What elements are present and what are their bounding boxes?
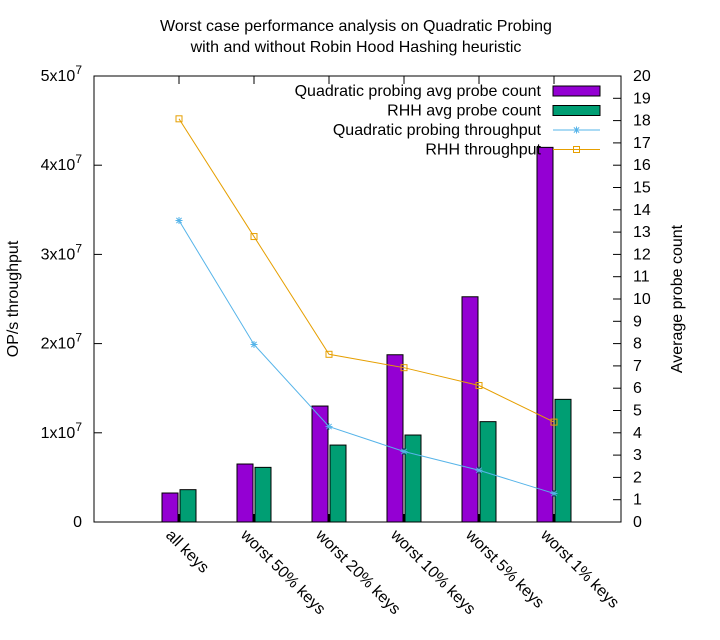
y2-tick-label-5: 5 xyxy=(633,403,642,420)
y2-tick-label-4: 4 xyxy=(633,425,642,442)
x-tick-label-4: worst 5% keys xyxy=(461,526,547,612)
lines-layer xyxy=(175,115,558,497)
y2-tick-label-11: 11 xyxy=(633,269,650,286)
y2-tick-label-16: 16 xyxy=(633,157,651,174)
point-rhh-throughput-3 xyxy=(400,364,408,372)
bar-quadratic-probing-avg-probe-count-3 xyxy=(386,354,404,523)
y-tick-label-1: 1x107 xyxy=(41,420,83,442)
y2-tick-label-15: 15 xyxy=(633,180,651,197)
bar-quadratic-probing-avg-probe-count-1 xyxy=(236,463,254,523)
point-quadratic-probing-throughput-5 xyxy=(550,489,558,497)
bar-rhh-avg-probe-count-0 xyxy=(179,489,197,523)
bar-quadratic-probing-avg-probe-count-0 xyxy=(161,492,179,523)
y2-tick-label-8: 8 xyxy=(633,336,642,353)
bar-quadratic-probing-avg-probe-count-5 xyxy=(536,146,554,523)
y2-tick-label-13: 13 xyxy=(633,224,651,241)
x-tick-label-5: worst 1% keys xyxy=(536,526,622,612)
bar-rhh-avg-probe-count-3 xyxy=(404,434,422,523)
point-rhh-throughput-0 xyxy=(175,115,183,123)
legend-swatch-quadratic-probing-avg-probe-count xyxy=(552,85,601,97)
legend-label-quadratic-probing-throughput: Quadratic probing throughput xyxy=(333,122,542,139)
axes-layer: 01x1072x1073x1074x1075x10701234567891011… xyxy=(41,63,651,618)
bars-layer xyxy=(161,146,572,523)
y2-tick-label-10: 10 xyxy=(633,291,651,308)
point-rhh-throughput-5 xyxy=(550,418,558,426)
chart-title-line2: with and without Robin Hood Hashing heur… xyxy=(190,39,522,56)
legend-label-rhh-throughput: RHH throughput xyxy=(425,142,541,159)
y2-tick-label-7: 7 xyxy=(633,358,642,375)
chart-title-line1: Worst case performance analysis on Quadr… xyxy=(160,18,552,35)
y-axis-label: OP/s throughput xyxy=(5,240,22,357)
y2-tick-label-3: 3 xyxy=(633,447,642,464)
y2-tick-label-9: 9 xyxy=(633,313,642,330)
y2-tick-label-17: 17 xyxy=(633,135,651,152)
y2-tick-label-18: 18 xyxy=(633,113,651,130)
y2-tick-label-14: 14 xyxy=(633,202,651,219)
bar-rhh-avg-probe-count-2 xyxy=(329,444,347,523)
point-quadratic-probing-throughput-2 xyxy=(325,423,333,431)
x-tick-label-0: all keys xyxy=(162,527,212,577)
point-rhh-throughput-1 xyxy=(250,233,258,241)
y2-tick-label-12: 12 xyxy=(633,246,651,263)
y-tick-label-2: 2x107 xyxy=(41,331,83,353)
line-rhh-throughput xyxy=(178,118,555,423)
legend-swatch-rhh-avg-probe-count xyxy=(552,105,601,116)
y2-axis-label: Average probe count xyxy=(669,224,686,373)
point-rhh-throughput-4 xyxy=(475,382,483,390)
legend-label-rhh-avg-probe-count: RHH avg probe count xyxy=(387,103,541,120)
point-quadratic-probing-throughput-1 xyxy=(250,340,258,348)
y2-tick-label-0: 0 xyxy=(633,514,642,531)
point-rhh-throughput-2 xyxy=(325,350,333,358)
y-tick-label-5: 5x107 xyxy=(41,63,83,85)
y2-tick-label-19: 19 xyxy=(633,90,651,107)
point-quadratic-probing-throughput-0 xyxy=(175,217,183,225)
y2-tick-label-20: 20 xyxy=(633,68,651,85)
y2-tick-label-6: 6 xyxy=(633,380,642,397)
point-quadratic-probing-throughput-4 xyxy=(475,466,483,474)
y-tick-label-4: 4x107 xyxy=(41,152,83,174)
bar-rhh-avg-probe-count-1 xyxy=(254,466,272,523)
y2-tick-label-1: 1 xyxy=(633,492,642,509)
legend: Quadratic probing avg probe count RHH avg… xyxy=(295,83,601,159)
legend-marker-quadratic-probing-throughput xyxy=(573,126,580,134)
bar-quadratic-probing-avg-probe-count-4 xyxy=(461,296,479,523)
point-quadratic-probing-throughput-3 xyxy=(400,448,408,456)
legend-label-quadratic-probing-avg-probe-count: Quadratic probing avg probe count xyxy=(295,83,542,100)
line-quadratic-probing-throughput xyxy=(178,220,555,494)
y-tick-label-3: 3x107 xyxy=(41,241,83,263)
y2-tick-label-2: 2 xyxy=(633,469,642,486)
bar-rhh-avg-probe-count-5 xyxy=(554,398,572,523)
legend-marker-rhh-throughput xyxy=(573,146,580,153)
y-tick-label-0: 0 xyxy=(73,514,82,531)
